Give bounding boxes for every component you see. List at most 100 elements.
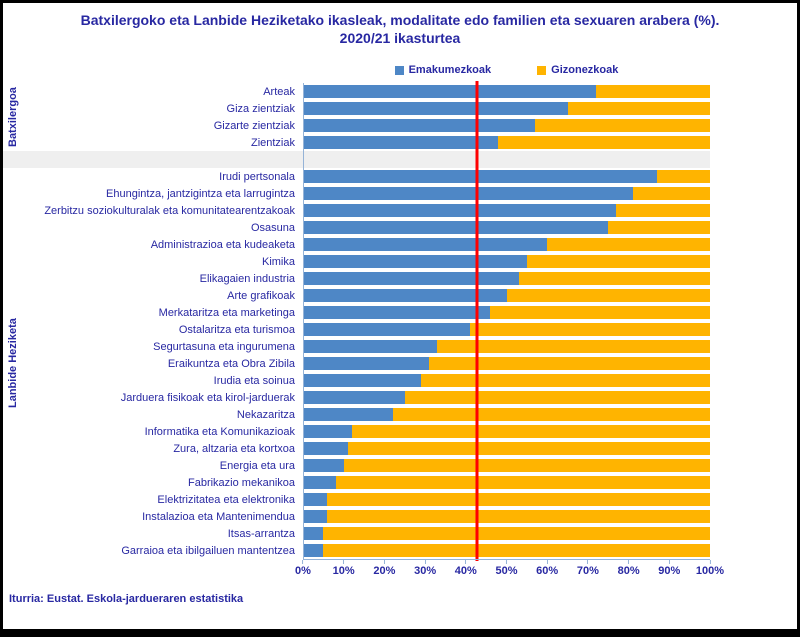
bar-segment-emakumezkoak [303,323,470,336]
bar-segment-gizonezkoak [498,136,710,149]
bar-segment-emakumezkoak [303,340,438,353]
x-tick: 100% [696,560,724,577]
bar-track [303,391,710,404]
bar-segment-gizonezkoak [608,221,710,234]
group-label-batxilergoa: Batxilergoa [7,87,19,147]
category-label: Segurtasuna eta ingurumena [153,340,295,353]
bar-segment-gizonezkoak [596,85,710,98]
bar-segment-emakumezkoak [303,510,328,523]
bar-row: Eraikuntza eta Obra Zibila [3,355,710,372]
category-label: Administrazioa eta kudeaketa [150,238,295,251]
bar-segment-gizonezkoak [335,476,710,489]
category-label: Arte grafikoak [227,289,295,302]
bar-segment-emakumezkoak [303,136,499,149]
tick-mark [383,560,385,564]
bar-track [303,408,710,421]
tick-mark [709,560,711,564]
category-label: Kimika [261,255,295,268]
group-label-lanbide-heziketa: Lanbide Heziketa [7,318,19,409]
bar-track [303,85,710,98]
legend-item-gizonezkoak: Gizonezkoak [537,63,618,77]
bar-track [303,442,710,455]
bar-row: Osasuna [3,219,710,236]
chart-title-line2: 2020/21 ikasturtea [339,30,461,46]
category-label: Fabrikazio mekanikoa [188,476,295,489]
bar-segment-emakumezkoak [303,255,527,268]
category-label: Zerbitzu soziokulturalak eta komunitatea… [44,204,295,217]
bar-track [303,357,710,370]
bar-segment-gizonezkoak [351,425,710,438]
category-label: Ostalaritza eta turismoa [178,323,295,336]
bar-row: Elektrizitatea eta elektronika [3,491,710,508]
tick-label: 60% [536,565,559,577]
bar-segment-gizonezkoak [327,493,710,506]
bar-segment-gizonezkoak [469,323,710,336]
bar-segment-gizonezkoak [518,272,710,285]
bar-row: Segurtasuna eta ingurumena [3,338,710,355]
x-tick: 50% [495,560,518,577]
bar-row: Nekazaritza [3,406,710,423]
bar-track [303,119,710,132]
bar-track [303,221,710,234]
category-label: Elektrizitatea eta elektronika [157,493,295,506]
bar-segment-emakumezkoak [303,272,519,285]
bar-segment-emakumezkoak [303,289,507,302]
bar-segment-gizonezkoak [347,442,710,455]
legend-item-emakumezkoak: Emakumezkoak [394,63,491,77]
bar-row: Giza zientziak [3,100,710,117]
tick-mark [668,560,670,564]
tick-mark [546,560,548,564]
bar-row: Irudi pertsonala [3,168,710,185]
bar-track [303,170,710,183]
bar-track [303,510,710,523]
bar-segment-emakumezkoak [303,221,609,234]
category-label: Eraikuntza eta Obra Zibila [167,357,295,370]
tick-label: 0% [295,565,311,577]
bar-track [303,306,710,319]
x-tick: 20% [373,560,395,577]
bar-track [303,187,710,200]
chart-rows-flow: Arteak Giza zientziak Gizarte zientziak Zie… [3,83,710,559]
bar-segment-gizonezkoak [404,391,710,404]
category-label: Instalazioa eta Mantenimendua [142,510,295,523]
category-label: Itsas-arrantza [227,527,295,540]
bar-segment-emakumezkoak [303,306,491,319]
bar-track [303,476,710,489]
category-label: Ehungintza, jantzigintza eta larrugintza [106,187,295,200]
legend-label-gizonezkoak: Gizonezkoak [551,64,619,76]
bar-segment-gizonezkoak [421,374,710,387]
bar-row: Garraioa eta ibilgailuen mantentzea [3,542,710,559]
tick-label: 20% [373,565,396,577]
bar-segment-emakumezkoak [303,391,405,404]
bar-row: Informatika eta Komunikazioak [3,423,710,440]
category-label: Informatika eta Komunikazioak [144,425,295,438]
x-tick: 90% [658,560,680,577]
bar-segment-emakumezkoak [303,374,422,387]
bar-track [303,102,710,115]
tick-mark [465,560,467,564]
x-tick: 0% [295,560,311,577]
bar-segment-emakumezkoak [303,527,324,540]
bar-row: Instalazioa eta Mantenimendua [3,508,710,525]
chart-title-line1: Batxilergoko eta Lanbide Heziketako ikas… [80,12,720,28]
bar-segment-gizonezkoak [632,187,710,200]
bar-segment-gizonezkoak [534,119,710,132]
bar-track [303,527,710,540]
category-label: Giza zientziak [226,102,295,115]
bar-row: Zerbitzu soziokulturalak eta komunitatea… [3,202,710,219]
category-label: Gizarte zientziak [213,119,295,132]
legend-swatch-emakumezkoak [394,65,404,75]
tick-label: 100% [695,565,725,577]
legend: Emakumezkoak Gizonezkoak [303,63,710,77]
x-tick: 30% [414,560,436,577]
category-label: Irudia eta soinua [213,374,295,387]
x-tick: 60% [536,560,558,577]
bar-segment-emakumezkoak [303,544,324,557]
bar-segment-emakumezkoak [303,493,328,506]
bar-segment-emakumezkoak [303,170,658,183]
x-tick: 40% [455,560,477,577]
bar-segment-gizonezkoak [343,459,710,472]
bar-segment-emakumezkoak [303,85,597,98]
category-label: Garraioa eta ibilgailuen mantentzea [121,544,295,557]
category-label: Elikagaien industria [199,272,295,285]
